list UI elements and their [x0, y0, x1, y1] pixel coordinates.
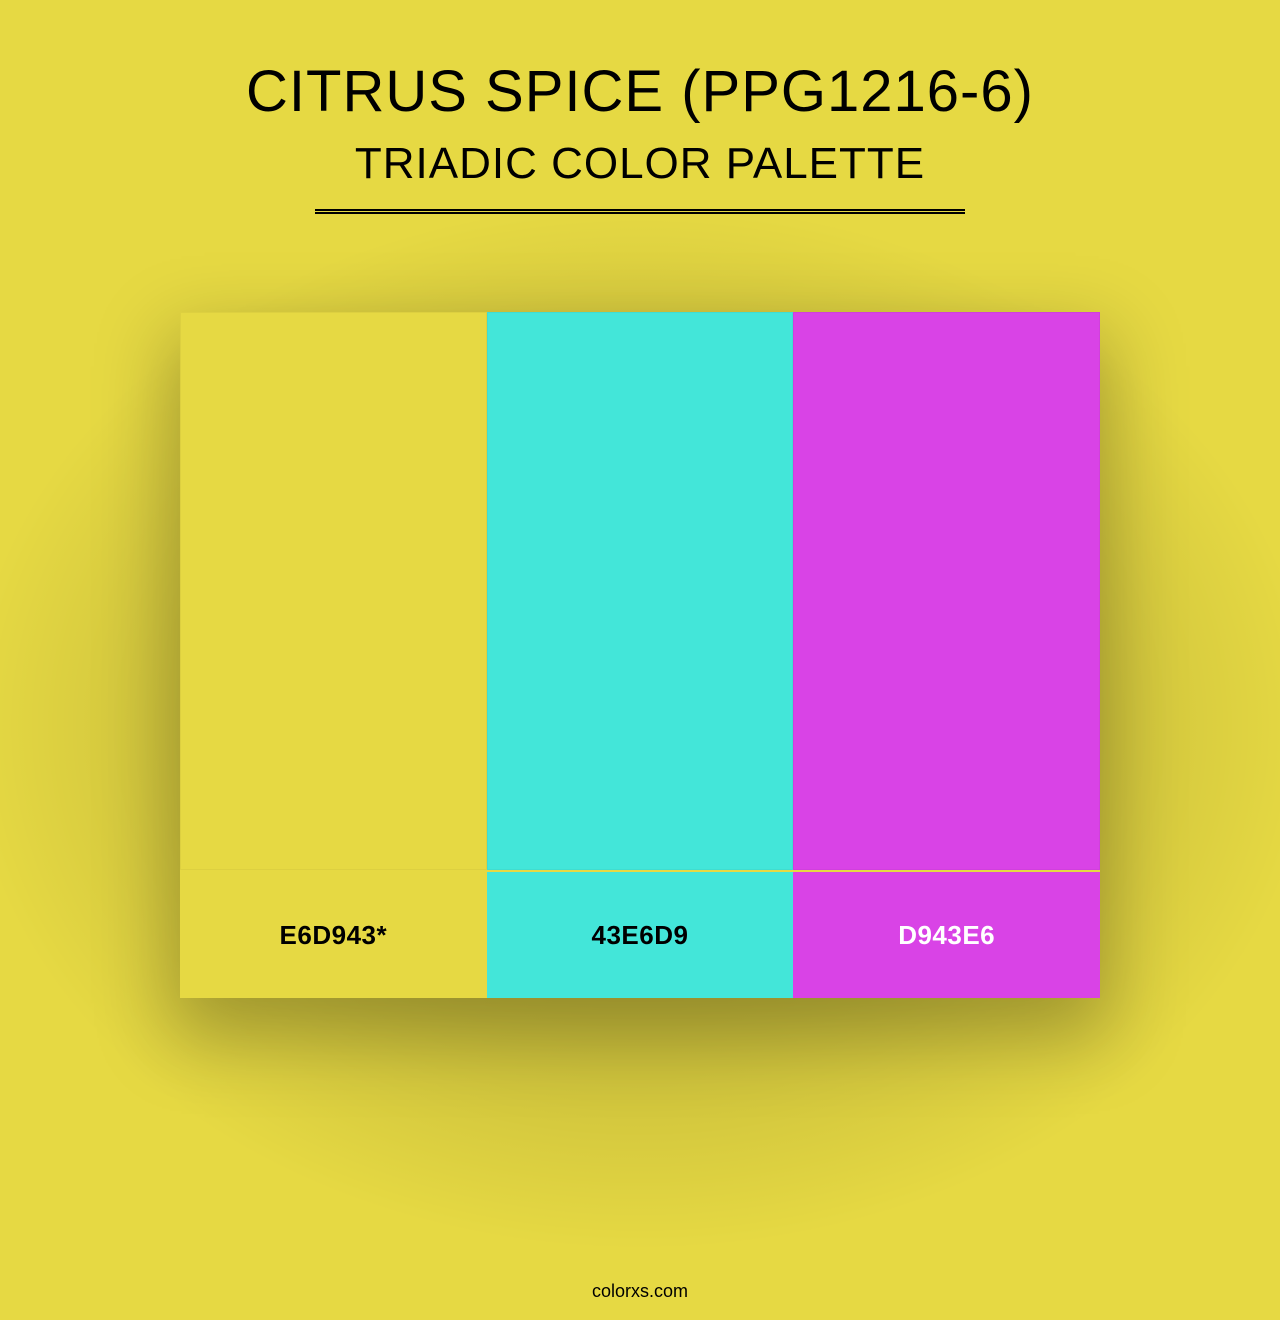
label-row: E6D943* 43E6D9 D943E6	[180, 872, 1100, 998]
page-subtitle: TRIADIC COLOR PALETTE	[355, 139, 925, 189]
palette-container: E6D943* 43E6D9 D943E6	[180, 312, 1100, 998]
page: CITRUS SPICE (PPG1216-6) TRIADIC COLOR P…	[0, 0, 1280, 1320]
swatch-row	[180, 312, 1100, 870]
swatch-label-3: D943E6	[793, 872, 1100, 998]
swatch-1	[180, 312, 487, 870]
title-rule	[315, 209, 965, 214]
swatch-label-2: 43E6D9	[487, 872, 794, 998]
footer-credit: colorxs.com	[0, 1281, 1280, 1302]
swatch-3	[793, 312, 1100, 870]
swatch-label-1: E6D943*	[180, 872, 487, 998]
page-title: CITRUS SPICE (PPG1216-6)	[246, 58, 1034, 125]
swatch-2	[487, 312, 794, 870]
